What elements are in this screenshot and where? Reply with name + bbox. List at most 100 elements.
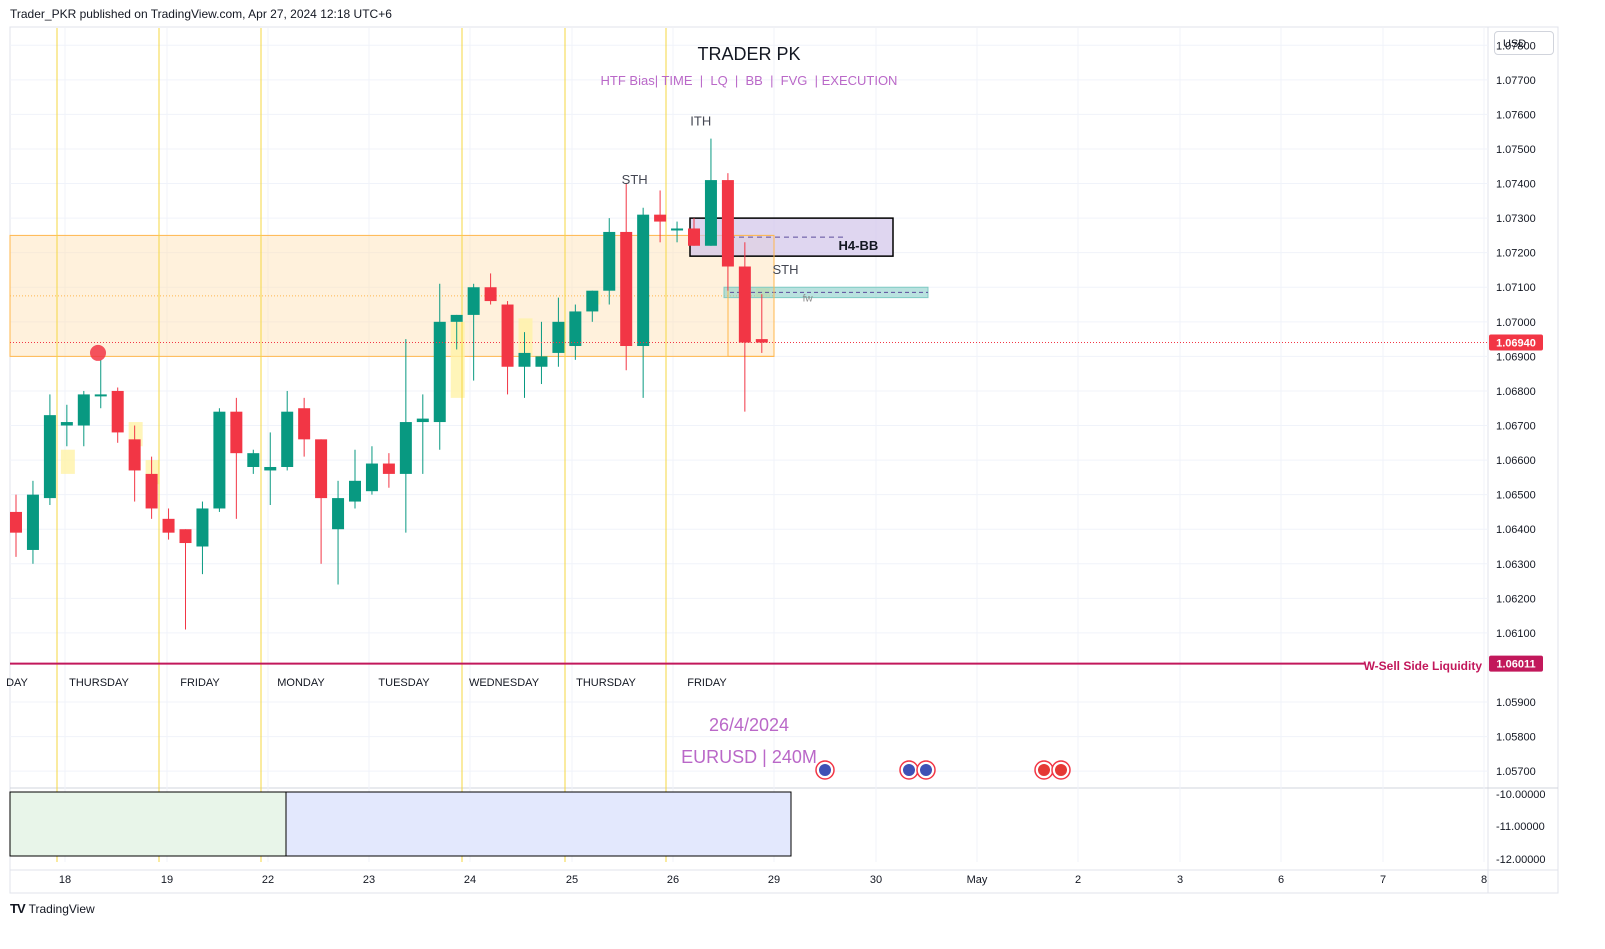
event-flag-ring [899,760,919,780]
date-label: 26/4/2024 [709,715,789,735]
indicator-tick-label: -11.00000 [1496,821,1545,833]
time-tick-label: 26 [667,874,679,886]
price-tick-label: 1.06800 [1496,386,1536,398]
indicator-blue-block [285,791,792,857]
candle [688,218,700,246]
publish-attribution: Trader_PKR published on TradingView.com,… [10,7,392,21]
candle [704,138,717,246]
event-flag-core [920,764,932,776]
candle-body [484,287,497,302]
time-tick-label: 8 [1481,874,1487,886]
candle [94,359,107,409]
candle-body [365,463,378,492]
current-price-tag [1489,334,1543,351]
day-label: MONDAY [277,677,325,689]
candle [552,297,565,367]
candle-body [77,394,90,426]
indicator-tick-label: -12.00000 [1496,854,1546,866]
candle [315,439,328,564]
candle [332,480,345,585]
day-label: TUESDAY [378,677,430,689]
currency-button[interactable]: USD [1494,31,1554,55]
candle [671,221,684,243]
candle [501,301,514,395]
candle-body [637,214,650,347]
candle [637,207,650,398]
candle-body [755,339,768,343]
time-tick-label: 22 [262,874,274,886]
price-tick-label: 1.06500 [1496,490,1536,502]
fw-zone [723,286,929,299]
price-tick-label: 1.07500 [1496,144,1536,156]
price-tick-label: 1.07400 [1496,179,1536,191]
time-tick-label: 29 [768,874,780,886]
candle [416,394,429,474]
event-flag-icon [899,760,919,780]
candle-body [94,394,107,397]
liquidity-label: W-Sell Side Liquidity [1364,659,1483,673]
time-tick-label: 3 [1177,874,1183,886]
candle-body [603,231,616,291]
event-flag-icon [916,760,936,780]
day-label: THURSDAY [69,677,129,689]
candle [43,394,56,506]
h4-bb-box [689,217,894,257]
candle [145,456,158,519]
candle [484,273,497,305]
fvg-highlight [128,422,143,447]
indicator-green-block [9,791,287,857]
candle [569,304,582,360]
time-tick-label: 25 [566,874,578,886]
event-flag-icon [815,760,835,780]
event-flag-ring [1051,760,1071,780]
candle [586,290,599,322]
candle [26,480,39,564]
candle-body [43,415,56,499]
candle-body [688,228,700,246]
event-flag-ring [1034,760,1054,780]
candle [77,390,90,447]
candle-body [569,311,582,347]
candle-body [552,321,565,353]
event-flag-icon [1051,760,1071,780]
tradingview-footer: TV TradingView [10,901,95,916]
candle-body [230,411,243,454]
chart-subtitle: HTF Bias| TIME | LQ | BB | FVG | EXECUTI… [601,73,898,88]
day-label: THURSDAY [576,677,636,689]
candle-body [298,408,311,440]
premium-zone [9,234,775,357]
current-price-label: 1.06940 [1496,338,1536,350]
liquidity-price-label: 1.06011 [1496,659,1535,671]
candle [365,446,378,495]
candle-body [467,287,480,315]
time-tick-label: 19 [161,874,173,886]
candle-body [382,463,395,474]
candle [433,283,446,450]
time-tick-label: 23 [363,874,375,886]
candle-body [704,180,717,246]
candle-body [501,304,514,367]
candle-body [654,214,667,222]
day-label: FRIDAY [180,677,220,689]
candle-body [264,466,277,471]
annotation-label: fw [803,294,814,305]
price-tick-label: 1.07200 [1496,248,1536,260]
chart-title: TRADER PK [697,44,800,64]
candle [399,339,412,533]
friday-zone-outline [727,234,775,357]
candle-body [721,180,734,267]
event-flag-core [819,764,831,776]
candle-body [738,266,751,343]
tradingview-logo-icon: TV [10,901,26,916]
candle-body [179,529,192,544]
candle [264,432,277,506]
candle [721,173,734,291]
annotation-label: STH [622,172,648,187]
candle-body [26,494,39,550]
candle [111,387,124,443]
fvg-highlight [518,318,533,357]
candle [603,218,616,305]
fvg-highlight [60,449,75,474]
candle [349,449,361,509]
